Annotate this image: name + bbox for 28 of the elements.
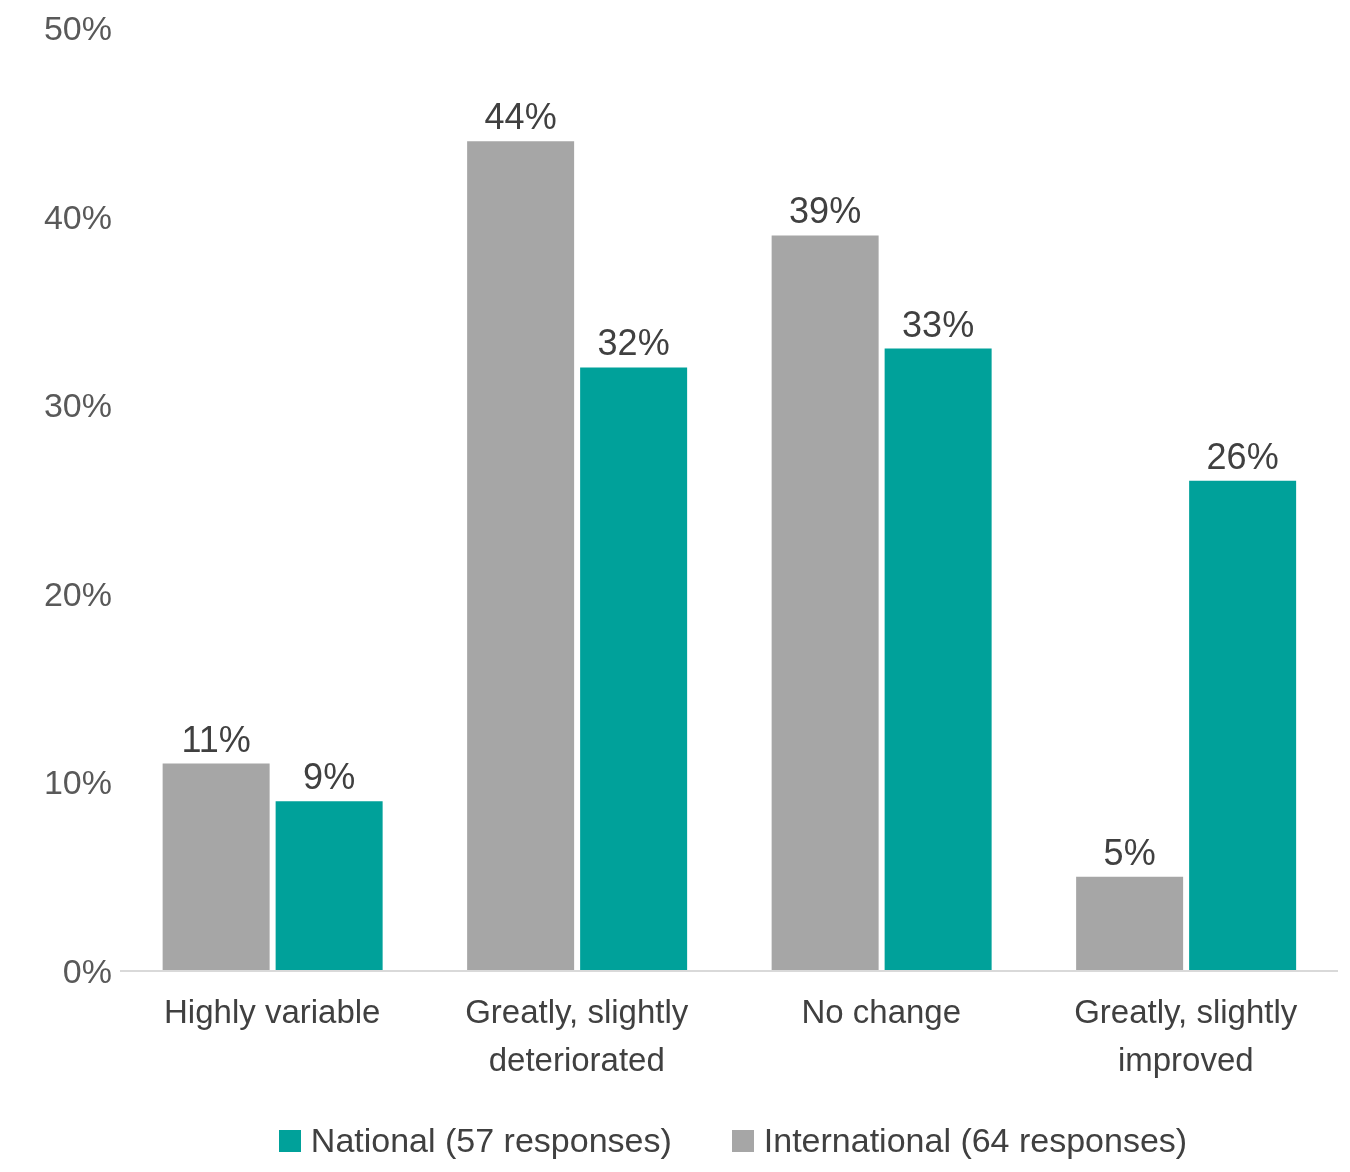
y-tick-label: 30% (43, 386, 112, 425)
bar (1189, 480, 1297, 971)
bar (162, 763, 270, 971)
bar (467, 141, 575, 971)
y-tick-label: 40% (43, 197, 112, 236)
bar (771, 235, 879, 971)
data-label: 33% (902, 303, 975, 345)
bar (1076, 876, 1184, 971)
bar (580, 367, 688, 971)
x-tick-label: Highly variable (164, 993, 381, 1030)
data-label: 32% (597, 322, 670, 364)
y-tick-label: 50% (43, 9, 112, 48)
data-label: 5% (1103, 831, 1156, 873)
y-tick-label: 0% (62, 952, 112, 991)
y-tick-label: 10% (43, 763, 112, 802)
legend-label: National (57 responses) (310, 1121, 672, 1160)
y-tick-label: 20% (43, 574, 112, 613)
x-tick-label: Greatly, slightly improved (1074, 993, 1298, 1078)
data-label: 11% (181, 718, 251, 760)
data-label: 9% (303, 756, 356, 798)
bar (275, 801, 383, 971)
data-label: 44% (484, 96, 557, 138)
x-tick-label: Greatly, slightly deteriorated (465, 993, 689, 1078)
data-label: 39% (789, 190, 862, 232)
x-tick-label: No change (801, 993, 962, 1030)
bar (884, 348, 992, 971)
data-label: 26% (1206, 435, 1279, 477)
legend-label: International (64 responses) (763, 1121, 1188, 1160)
